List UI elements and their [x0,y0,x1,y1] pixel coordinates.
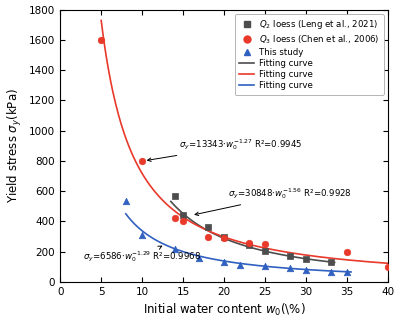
Point [237,262,244,267]
Point [262,241,268,247]
Point [122,198,129,203]
Point [139,158,145,164]
Point [139,232,145,237]
Point [262,248,268,253]
Point [303,267,309,272]
Point [180,213,186,218]
Point [221,260,227,265]
Point [196,256,203,261]
Point [246,242,252,248]
Point [262,263,268,269]
X-axis label: Initial water content $w_0$(\%): Initial water content $w_0$(\%) [143,302,305,318]
Point [172,193,178,198]
Point [303,257,309,262]
Point [344,249,350,254]
Point [221,236,227,241]
Point [172,216,178,221]
Point [172,247,178,252]
Point [98,37,104,42]
Point [180,219,186,224]
Point [286,266,293,271]
Point [327,260,334,265]
Y-axis label: Yield stress $\sigma_y$(kPa): Yield stress $\sigma_y$(kPa) [6,88,24,203]
Point [286,254,293,259]
Text: $\sigma_y$=13343$\cdot$$w_0^{-1.27}$ R²=0.9945: $\sigma_y$=13343$\cdot$$w_0^{-1.27}$ R²=… [148,138,302,161]
Point [385,264,391,269]
Point [327,270,334,275]
Text: $\sigma_y$=30848$\cdot$$w_0^{-1.56}$ R²=0.9928: $\sigma_y$=30848$\cdot$$w_0^{-1.56}$ R²=… [195,187,352,215]
Point [221,234,227,239]
Legend: $Q_2$ loess (Leng et al., 2021), $Q_3$ loess (Chen et al., 2006), This study, Fi: $Q_2$ loess (Leng et al., 2021), $Q_3$ l… [235,14,384,95]
Point [344,270,350,275]
Point [204,225,211,230]
Point [246,241,252,246]
Text: $\sigma_y$=6586$\cdot$$w_0^{-1.29}$ R²=0.9968: $\sigma_y$=6586$\cdot$$w_0^{-1.29}$ R²=0… [83,246,201,264]
Point [204,234,211,239]
